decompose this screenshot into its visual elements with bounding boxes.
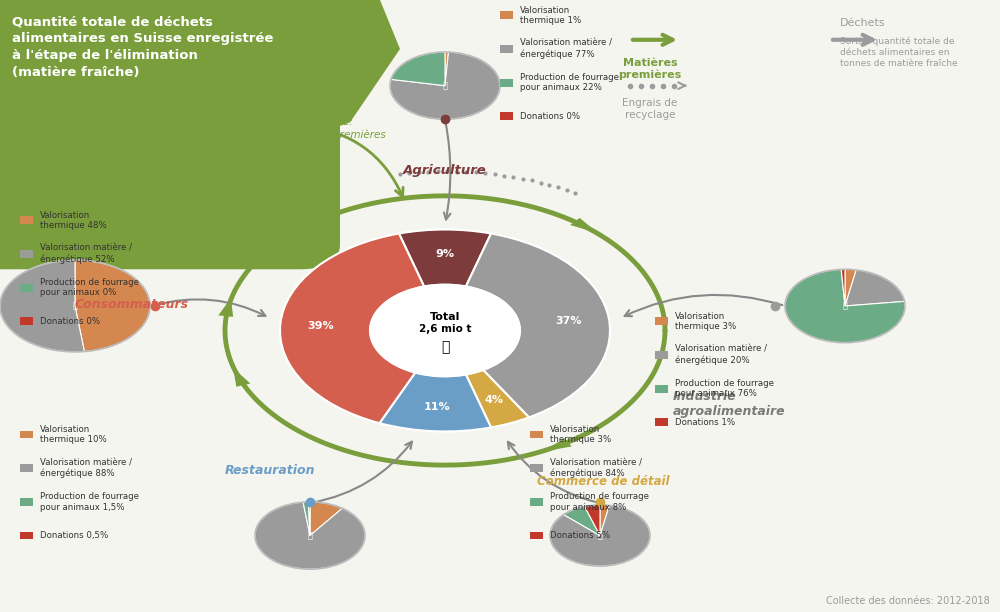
Text: Valorisation matière /
énergétique 88%: Valorisation matière / énergétique 88%: [40, 458, 132, 478]
Text: Consommateurs: Consommateurs: [75, 299, 189, 312]
Wedge shape: [845, 270, 905, 306]
Text: Valorisation
thermique 48%: Valorisation thermique 48%: [40, 211, 107, 230]
Text: Quantité totale de déchets
alimentaires en Suisse enregistrée
à l'étape de l'éli: Quantité totale de déchets alimentaires …: [12, 15, 273, 80]
Bar: [530, 498, 543, 506]
Text: Entrée:
matières premières: Entrée: matières premières: [284, 118, 386, 140]
Text: Valorisation
thermique 10%: Valorisation thermique 10%: [40, 425, 107, 444]
Polygon shape: [570, 218, 598, 233]
Bar: [20, 531, 33, 540]
Text: Déchets: Déchets: [840, 18, 886, 28]
Text: 🗑: 🗑: [72, 302, 78, 310]
Text: Production de fourrage
pour animaux 76%: Production de fourrage pour animaux 76%: [675, 379, 774, 398]
Text: Production de fourrage
pour animaux 8%: Production de fourrage pour animaux 8%: [550, 492, 649, 512]
Bar: [20, 464, 33, 472]
Bar: [530, 531, 543, 540]
Text: Valorisation matière /
énergétique 84%: Valorisation matière / énergétique 84%: [550, 458, 642, 478]
Text: Production de fourrage
pour animaux 0%: Production de fourrage pour animaux 0%: [40, 278, 139, 297]
Wedge shape: [466, 370, 529, 427]
Wedge shape: [445, 52, 448, 86]
Text: Donations 0,5%: Donations 0,5%: [40, 531, 108, 540]
Text: 37%: 37%: [555, 316, 582, 326]
Wedge shape: [600, 505, 609, 536]
Bar: [20, 283, 33, 291]
Text: Production de fourrage
pour animaux 1,5%: Production de fourrage pour animaux 1,5%: [40, 492, 139, 512]
Bar: [20, 250, 33, 258]
FancyBboxPatch shape: [0, 0, 340, 269]
Text: Valorisation
thermique 3%: Valorisation thermique 3%: [550, 425, 611, 444]
Bar: [655, 419, 668, 427]
Bar: [655, 351, 668, 359]
Wedge shape: [75, 260, 150, 351]
Bar: [500, 112, 513, 120]
Wedge shape: [585, 505, 600, 536]
Text: Industrie
agroalimentaire: Industrie agroalimentaire: [673, 390, 785, 418]
Bar: [655, 317, 668, 326]
Text: Donations 5%: Donations 5%: [550, 531, 610, 540]
Bar: [530, 464, 543, 472]
Wedge shape: [379, 373, 491, 431]
Text: Valorisation matière /
énergétique 52%: Valorisation matière / énergétique 52%: [40, 244, 132, 264]
Polygon shape: [233, 368, 250, 387]
Wedge shape: [550, 506, 650, 566]
Text: Donations 0%: Donations 0%: [520, 112, 580, 121]
Text: 11%: 11%: [424, 401, 450, 411]
Wedge shape: [310, 502, 342, 536]
Text: Collecte des données: 2012-2018: Collecte des données: 2012-2018: [826, 596, 990, 606]
Wedge shape: [0, 260, 84, 352]
Text: 9%: 9%: [436, 249, 454, 259]
Bar: [20, 216, 33, 224]
Polygon shape: [542, 439, 572, 452]
Wedge shape: [841, 269, 845, 306]
Bar: [20, 431, 33, 438]
Text: Restauration: Restauration: [225, 464, 315, 477]
Wedge shape: [280, 234, 424, 423]
Wedge shape: [255, 502, 365, 569]
Circle shape: [370, 285, 520, 376]
Text: Donations 1%: Donations 1%: [675, 418, 735, 427]
Text: Valorisation matière /
énergétique 20%: Valorisation matière / énergétique 20%: [675, 345, 767, 365]
Text: Agriculture: Agriculture: [403, 165, 487, 177]
Text: 2,6 mio t: 2,6 mio t: [419, 324, 471, 334]
Bar: [20, 498, 33, 506]
Text: 🗑: 🗑: [842, 302, 848, 310]
Wedge shape: [785, 269, 905, 343]
Wedge shape: [308, 502, 310, 536]
Text: 4%: 4%: [485, 395, 504, 405]
Text: 🗑: 🗑: [441, 341, 449, 354]
Text: Total: Total: [430, 312, 460, 322]
Polygon shape: [240, 0, 400, 245]
Wedge shape: [391, 52, 445, 86]
Text: Matières
premières: Matières premières: [618, 58, 682, 80]
Text: 🗑: 🗑: [308, 531, 312, 540]
Text: Production de fourrage
pour animaux 22%: Production de fourrage pour animaux 22%: [520, 73, 619, 92]
Wedge shape: [303, 502, 310, 536]
Wedge shape: [845, 269, 856, 306]
Text: 39%: 39%: [307, 321, 334, 330]
Text: Commerce de détail: Commerce de détail: [537, 475, 670, 488]
Bar: [500, 78, 513, 86]
Bar: [500, 45, 513, 53]
Wedge shape: [564, 506, 600, 536]
Wedge shape: [390, 52, 500, 119]
Wedge shape: [399, 230, 491, 286]
Text: 🗑: 🗑: [442, 81, 448, 90]
Bar: [500, 11, 513, 19]
Text: Donations 0%: Donations 0%: [40, 317, 100, 326]
Wedge shape: [466, 234, 610, 417]
Text: 🗑: 🗑: [598, 531, 602, 540]
Text: Valorisation
thermique 1%: Valorisation thermique 1%: [520, 6, 581, 25]
Bar: [530, 431, 543, 438]
Text: Engrais de
recyclage: Engrais de recyclage: [622, 98, 678, 119]
Text: Valorisation
thermique 3%: Valorisation thermique 3%: [675, 312, 736, 331]
Bar: [20, 317, 33, 326]
Bar: [655, 385, 668, 393]
Text: Valorisation matière /
énergétique 77%: Valorisation matière / énergétique 77%: [520, 39, 612, 59]
Text: Sortie: quantité totale de
déchets alimentaires en
tonnes de matière fraîche: Sortie: quantité totale de déchets alime…: [840, 37, 958, 69]
Polygon shape: [218, 298, 233, 317]
